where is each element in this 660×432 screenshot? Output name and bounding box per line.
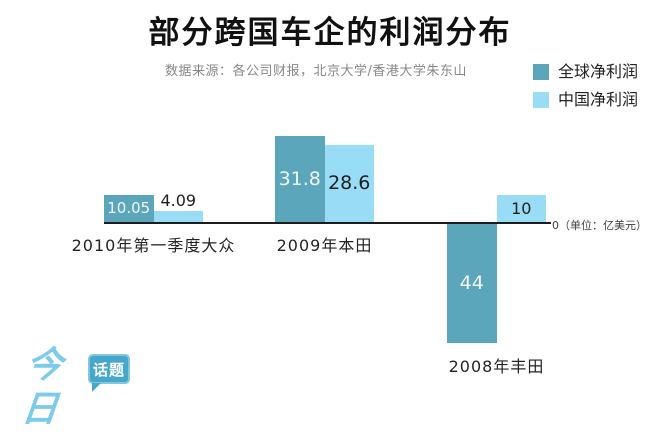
category-label-1: 2010年第一季度大众	[71, 236, 236, 255]
bar-china-2-value-label: 28.6	[328, 172, 371, 194]
logo-speech-bubble: 话题	[88, 354, 130, 384]
bar-china-1	[153, 211, 203, 222]
axis-unit-label: 0（单位：亿美元）	[552, 219, 647, 232]
legend-label-china: 中国净利润	[558, 90, 639, 109]
data-source-note: 数据来源：各公司财报，北京大学/香港大学朱东山	[165, 64, 467, 79]
plot-area: 0（单位：亿美元） 10.05 4.09 2010年第一季度大众 31.8 28.6 20…	[71, 136, 647, 376]
legend-swatch-global-icon	[533, 64, 549, 80]
logo-speech-bubble-tail-icon	[92, 383, 101, 392]
legend: 全球净利润 中国净利润	[533, 63, 638, 119]
legend-label-global: 全球净利润	[558, 62, 639, 81]
bar-china-3	[496, 195, 546, 222]
category-label-2: 2009年本田	[276, 236, 373, 255]
legend-item-global-profit: 全球净利润	[533, 63, 638, 81]
x-axis-zero-line	[104, 222, 551, 224]
bar-global-2	[275, 136, 325, 222]
legend-item-china-profit: 中国净利润	[533, 91, 638, 109]
chart-title: 部分跨国车企的利润分布	[148, 15, 512, 51]
bar-china-3-value-label: 10	[511, 199, 532, 218]
bar-china-1-value-label: 4.09	[160, 191, 197, 210]
logo-bubble-text: 话题	[92, 360, 125, 379]
bar-global-1-value-label: 10.05	[107, 199, 151, 217]
infographic-canvas: 部分跨国车企的利润分布 数据来源：各公司财报，北京大学/香港大学朱东山 全球净利…	[20, 15, 647, 430]
bar-global-1	[104, 195, 154, 222]
bar-global-3-value-label: 44	[459, 272, 484, 294]
bar-global-3	[447, 224, 497, 343]
bar-global-2-value-label: 31.8	[278, 168, 321, 190]
legend-swatch-china-icon	[533, 92, 549, 108]
bar-china-2	[324, 145, 374, 222]
category-label-3: 2008年丰田	[448, 357, 545, 376]
